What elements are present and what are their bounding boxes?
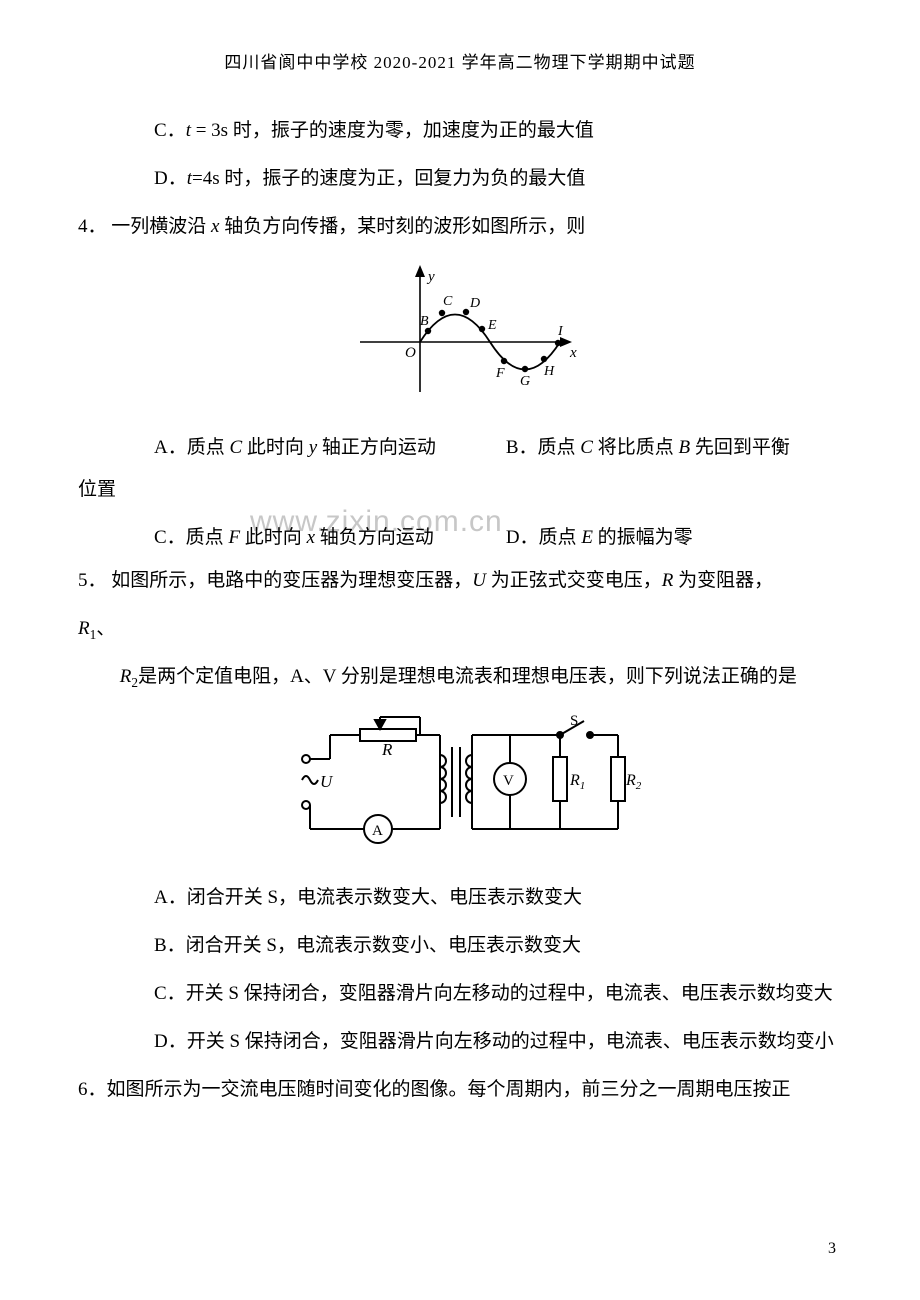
q4b-v1: C	[580, 437, 593, 458]
q4-pre: 一列横波沿	[111, 216, 211, 237]
q4c-v2: x	[307, 527, 315, 548]
page-header: 四川省阆中中学校 2020-2021 学年高二物理下学期期中试题	[78, 48, 842, 73]
axis-y-label: y	[426, 269, 435, 285]
pt-c: C	[443, 294, 453, 309]
q3-option-d: D．t=4s 时，振子的速度为正，回复力为负的最大值	[78, 161, 842, 197]
q5-option-a: A．闭合开关 S，电流表示数变大、电压表示数变大	[78, 880, 842, 916]
optc-text: = 3s 时，振子的速度为零，加速度为正的最大值	[191, 120, 594, 141]
q4-stem: 4． 一列横波沿 x 轴负方向传播，某时刻的波形如图所示，则	[78, 209, 842, 245]
q4b-pre: B．质点	[506, 437, 580, 458]
q5-post: 为变阻器，	[673, 570, 773, 591]
q5-stem-r1: R1、	[78, 611, 842, 647]
q4c-pre: C．质点	[154, 527, 228, 548]
lbl-r2: R2	[625, 772, 642, 792]
q5-option-b: B．闭合开关 S，电流表示数变小、电压表示数变大	[78, 928, 842, 964]
q4-options-row1: A．质点 C 此时向 y 轴正方向运动 B．质点 C 将比质点 B 先回到平衡	[78, 430, 842, 466]
q5-option-c: C．开关 S 保持闭合，变阻器滑片向左移动的过程中，电流表、电压表示数均变大	[78, 976, 842, 1012]
q5-l2pre: R	[120, 666, 132, 687]
q5-stem-line2: R2是两个定值电阻，A、V 分别是理想电流表和理想电压表，则下列说法正确的是	[78, 659, 842, 695]
lbl-r1: R1	[569, 772, 585, 792]
q3-option-c: C．t = 3s 时，振子的速度为零，加速度为正的最大值	[78, 113, 842, 149]
q5-r1post: 、	[96, 618, 115, 639]
circuit-diagram: U R A V R1 R2 S	[270, 707, 650, 857]
q4-option-a: A．质点 C 此时向 y 轴正方向运动	[78, 430, 506, 466]
q4d-post: 的振幅为零	[593, 527, 693, 548]
q4-option-c: C．质点 F 此时向 x 轴负方向运动	[78, 520, 506, 556]
q4b-post: 先回到平衡	[690, 437, 790, 458]
q5-mid: 为正弦式交变电压，	[486, 570, 662, 591]
lbl-a: A	[372, 823, 383, 839]
q4a-v1: C	[229, 437, 242, 458]
q5-figure: U R A V R1 R2 S	[78, 707, 842, 862]
q4a-post: 轴正方向运动	[317, 437, 436, 458]
q4a-pre: A．质点	[154, 437, 229, 458]
q4c-v1: F	[228, 527, 240, 548]
axis-x-label: x	[569, 345, 577, 361]
pt-b: B	[420, 314, 429, 329]
lbl-s: S	[570, 713, 578, 729]
q4b-v2: B	[678, 437, 690, 458]
q4b-mid: 将比质点	[593, 437, 679, 458]
q5-pre: 如图所示，电路中的变压器为理想变压器，	[111, 570, 472, 591]
pt-f: F	[495, 366, 505, 381]
pt-i: I	[557, 324, 564, 339]
pt-g: G	[520, 374, 530, 389]
q5-stem-line1: 5． 如图所示，电路中的变压器为理想变压器，U 为正弦式交变电压，R 为变阻器，	[78, 563, 842, 599]
q4c-post: 轴负方向运动	[315, 527, 434, 548]
origin-label: O	[405, 345, 416, 361]
q4d-v1: E	[581, 527, 593, 548]
lbl-v: V	[503, 773, 514, 789]
wave-diagram: y x O B C D E F G H I	[330, 257, 590, 407]
lbl-r: R	[381, 740, 393, 759]
q5-u: U	[472, 570, 486, 591]
q4-option-b-tail: 位置	[78, 472, 842, 508]
q4-option-d: D．质点 E 的振幅为零	[506, 520, 842, 556]
q5-l2post: 是两个定值电阻，A、V 分别是理想电流表和理想电压表，则下列说法正确的是	[138, 666, 797, 687]
q5-option-d: D．开关 S 保持闭合，变阻器滑片向左移动的过程中，电流表、电压表示数均变小	[78, 1024, 842, 1060]
q4a-v2: y	[309, 437, 317, 458]
page-number: 3	[828, 1240, 836, 1258]
q4d-pre: D．质点	[506, 527, 581, 548]
pt-d: D	[469, 296, 480, 311]
optc-prefix: C．	[154, 120, 186, 141]
optd-text: =4s 时，振子的速度为正，回复力为负的最大值	[192, 168, 585, 189]
q4-figure: y x O B C D E F G H I	[78, 257, 842, 412]
q6-num: 6．	[78, 1079, 107, 1100]
q5-r: R	[662, 570, 674, 591]
q4a-mid: 此时向	[242, 437, 309, 458]
lbl-u: U	[320, 772, 334, 791]
optd-prefix: D．	[154, 168, 187, 189]
q6-text: 如图所示为一交流电压随时间变化的图像。每个周期内，前三分之一周期电压按正	[107, 1079, 791, 1100]
q5-num: 5．	[78, 570, 107, 591]
q5-r1pre: R	[78, 618, 90, 639]
q6-stem: 6．如图所示为一交流电压随时间变化的图像。每个周期内，前三分之一周期电压按正	[78, 1072, 842, 1108]
q4c-mid: 此时向	[240, 527, 307, 548]
q4-post: 轴负方向传播，某时刻的波形如图所示，则	[219, 216, 585, 237]
pt-h: H	[543, 364, 555, 379]
pt-e: E	[487, 318, 497, 333]
q4-num: 4．	[78, 216, 107, 237]
q4-option-b: B．质点 C 将比质点 B 先回到平衡	[506, 430, 842, 466]
q4-options-row2: C．质点 F 此时向 x 轴负方向运动 D．质点 E 的振幅为零	[78, 520, 842, 556]
